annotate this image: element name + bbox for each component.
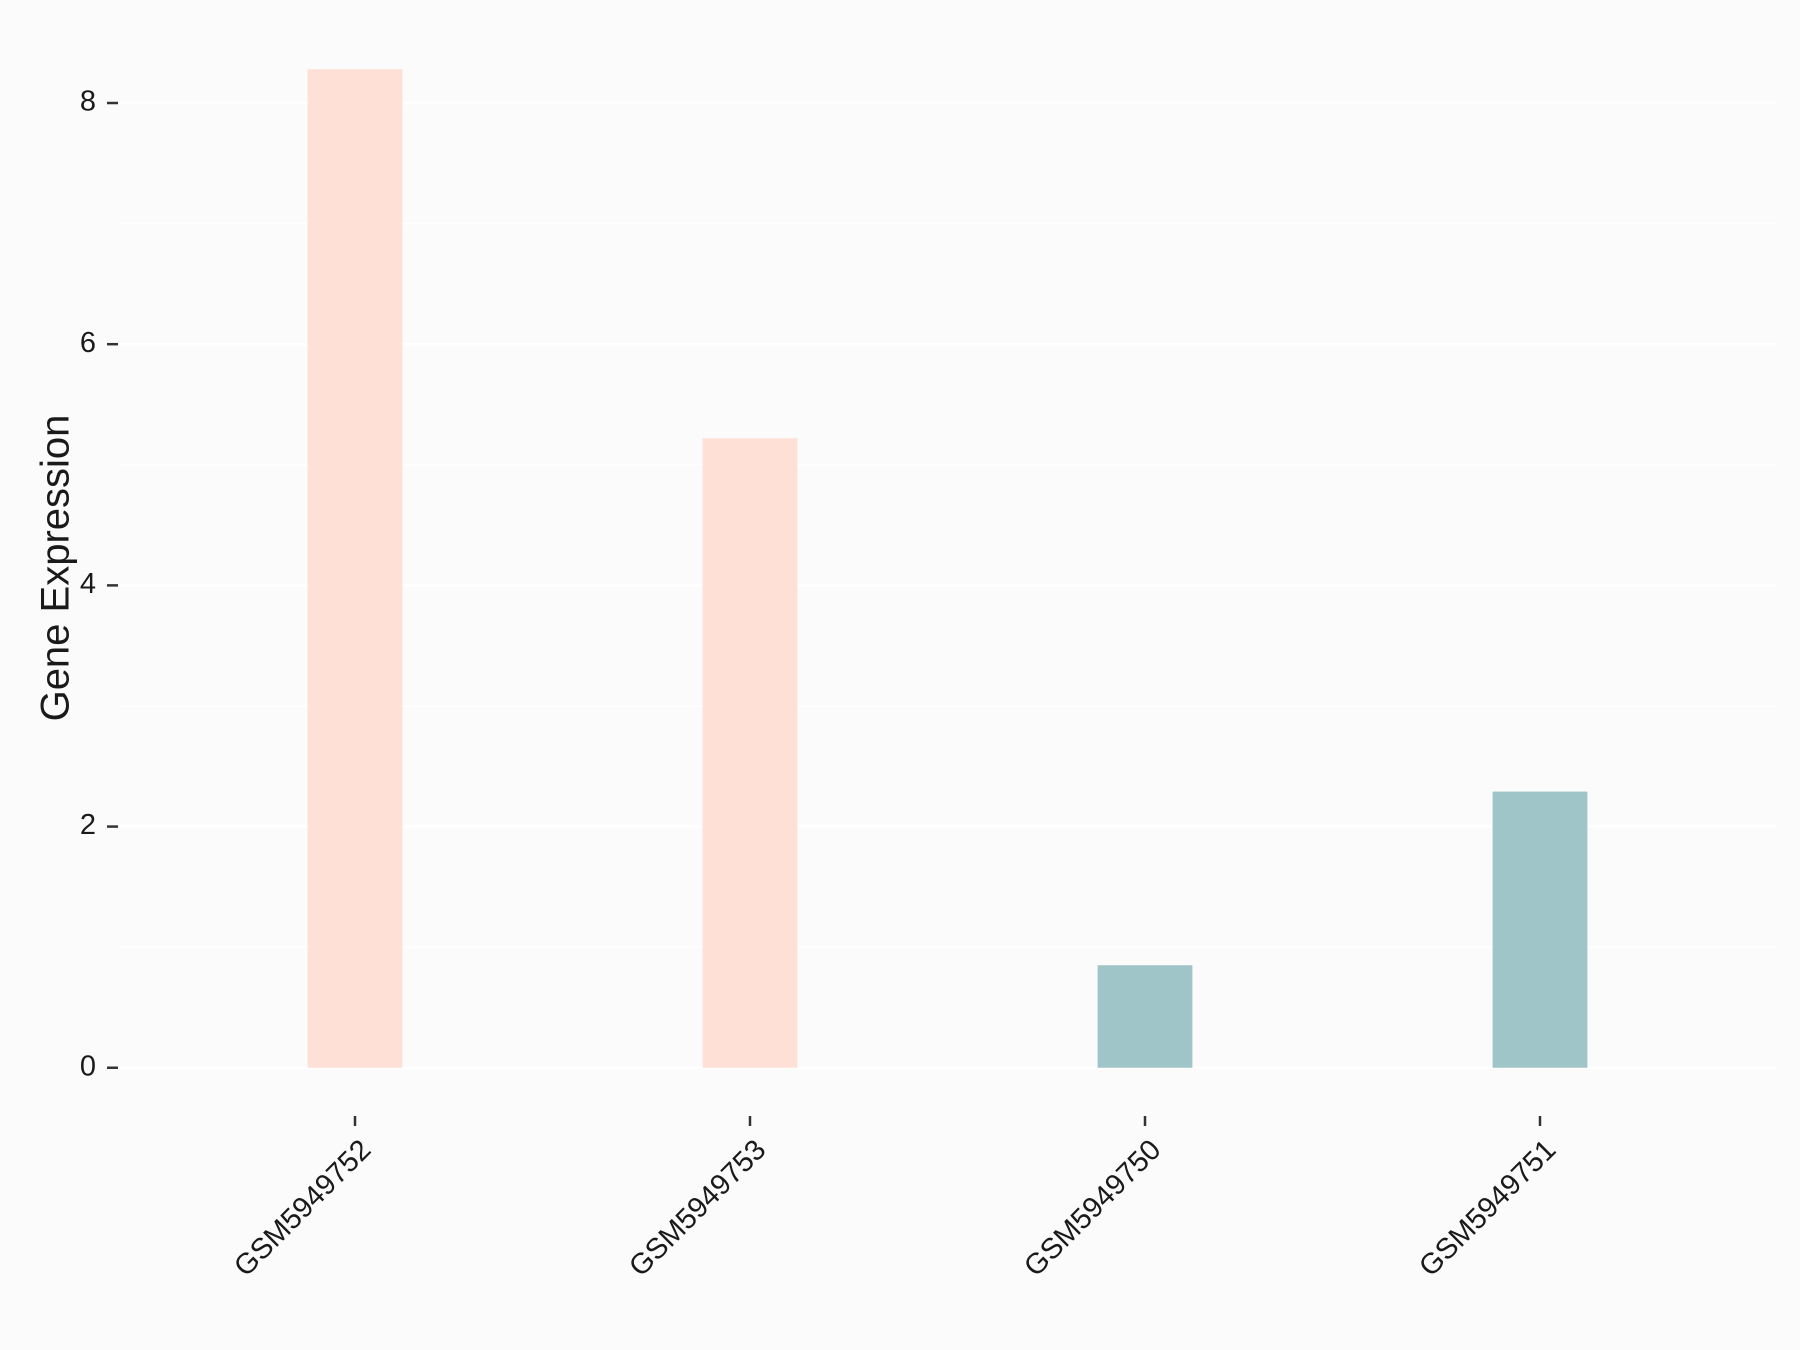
x-tick-label: GSM5949752 xyxy=(228,1134,377,1283)
y-tick-label: 8 xyxy=(80,86,96,118)
x-tick-label: GSM5949750 xyxy=(1018,1134,1167,1283)
bar xyxy=(1492,791,1588,1068)
y-tick-label: 0 xyxy=(80,1050,96,1082)
y-tick-label: 4 xyxy=(80,568,96,600)
y-axis-title: Gene Expression xyxy=(34,415,78,722)
bar xyxy=(1097,965,1193,1068)
bar xyxy=(307,69,403,1068)
y-tick-label: 6 xyxy=(80,327,96,359)
x-tick-label: GSM5949751 xyxy=(1413,1134,1562,1283)
y-tick-label: 2 xyxy=(80,809,96,841)
bar xyxy=(702,438,798,1068)
x-tick-label: GSM5949753 xyxy=(623,1134,772,1283)
